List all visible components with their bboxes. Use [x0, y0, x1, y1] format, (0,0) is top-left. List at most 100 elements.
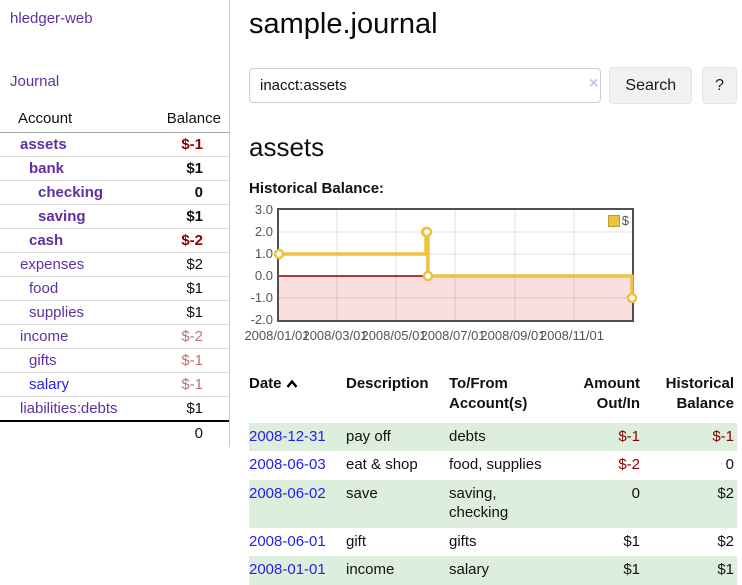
transaction-balance: $2 — [643, 480, 737, 528]
account-heading: assets — [249, 132, 737, 163]
register-header-description: Description — [346, 372, 449, 423]
account-link-liabilities-debts[interactable]: liabilities:debts — [20, 400, 118, 417]
transaction-date-link[interactable]: 2008-01-01 — [249, 561, 326, 578]
account-link-gifts[interactable]: gifts — [29, 352, 57, 369]
sidebar-item-journal[interactable]: Journal — [10, 73, 229, 90]
app-title-link[interactable]: hledger-web — [10, 10, 229, 27]
transaction-accounts: salary — [449, 556, 561, 585]
account-balance: $1 — [150, 205, 229, 229]
account-row: checking 0 — [0, 181, 229, 205]
legend-label: $ — [622, 213, 629, 228]
register-header-accounts: To/From Account(s) — [449, 372, 561, 423]
chart-plot-area: $ — [277, 208, 634, 322]
y-axis-tick: 0.0 — [249, 268, 273, 283]
help-button[interactable]: ? — [702, 67, 737, 104]
transaction-balance: $-1 — [643, 423, 737, 452]
page-title: sample.journal — [249, 8, 737, 41]
transaction-balance: $2 — [643, 528, 737, 557]
accounts-total-balance: 0 — [150, 421, 229, 445]
y-axis-tick: 3.0 — [249, 202, 273, 217]
account-link-assets[interactable]: assets — [20, 136, 67, 153]
search-bar: × Search ? — [249, 67, 737, 104]
account-row: saving $1 — [0, 205, 229, 229]
search-input[interactable] — [249, 68, 601, 103]
account-row: bank $1 — [0, 157, 229, 181]
account-row: food$1 — [0, 277, 229, 301]
register-table: Date Description To/From Account(s) Amou… — [249, 372, 737, 585]
y-axis-tick: 1.0 — [249, 246, 273, 261]
transaction-amount: 0 — [561, 480, 643, 528]
transaction-description: pay off — [346, 423, 449, 452]
transaction-date-link[interactable]: 2008-06-01 — [249, 533, 326, 550]
account-link-expenses[interactable]: expenses — [20, 256, 84, 273]
transaction-balance: $1 — [643, 556, 737, 585]
account-balance: $-1 — [150, 349, 229, 373]
accounts-header-row: Account Balance — [0, 106, 229, 133]
transaction-accounts: gifts — [449, 528, 561, 557]
transaction-date-link[interactable]: 2008-06-03 — [249, 456, 326, 473]
account-balance: $2 — [150, 253, 229, 277]
accounts-header-balance: Balance — [150, 106, 229, 133]
account-balance: $1 — [150, 157, 229, 181]
account-balance: $-1 — [150, 373, 229, 397]
transaction-accounts: food, supplies — [449, 451, 561, 480]
y-axis-tick: 2.0 — [249, 224, 273, 239]
account-link-cash[interactable]: cash — [29, 232, 63, 249]
sidebar: hledger-web Journal Account Balance asse… — [0, 0, 230, 447]
transaction-accounts: debts — [449, 423, 561, 452]
account-row: expenses $2 — [0, 253, 229, 277]
transaction-description: save — [346, 480, 449, 528]
search-button[interactable]: Search — [609, 67, 692, 104]
transaction-description: eat & shop — [346, 451, 449, 480]
sort-ascending-icon — [286, 379, 298, 389]
account-row: assets $-1 — [0, 133, 229, 157]
chart-canvas — [279, 210, 632, 320]
account-balance: $1 — [150, 301, 229, 325]
transaction-description: income — [346, 556, 449, 585]
account-link-salary[interactable]: salary — [29, 376, 69, 393]
x-axis-tick: 2008/11/01 — [530, 328, 614, 343]
account-balance: 0 — [150, 181, 229, 205]
account-link-checking[interactable]: checking — [38, 184, 103, 201]
transaction-date-link[interactable]: 2008-06-02 — [249, 485, 326, 502]
account-row: cash$-2 — [0, 229, 229, 253]
accounts-header-account: Account — [0, 106, 150, 133]
transaction-amount: $1 — [561, 556, 643, 585]
account-balance: $-1 — [150, 133, 229, 157]
transaction-accounts: saving, checking — [449, 480, 561, 528]
account-row: supplies $1 — [0, 301, 229, 325]
clear-search-icon[interactable]: × — [589, 75, 598, 93]
transaction-amount: $1 — [561, 528, 643, 557]
account-row: gifts $-1 — [0, 349, 229, 373]
accounts-total-row: 0 — [0, 421, 229, 445]
register-header-row: Date Description To/From Account(s) Amou… — [249, 372, 737, 423]
chart-title: Historical Balance: — [249, 180, 737, 197]
account-link-saving[interactable]: saving — [38, 208, 86, 225]
account-row: salary $-1 — [0, 373, 229, 397]
accounts-table: Account Balance assets $-1 bank $1 checking 0… — [0, 106, 229, 445]
transaction-amount: $-2 — [561, 451, 643, 480]
account-link-bank[interactable]: bank — [29, 160, 64, 177]
account-link-food[interactable]: food — [29, 280, 58, 297]
account-link-income[interactable]: income — [20, 328, 68, 345]
account-link-supplies[interactable]: supplies — [29, 304, 84, 321]
legend-swatch — [608, 215, 620, 227]
account-row: income$-2 — [0, 325, 229, 349]
transaction-amount: $-1 — [561, 423, 643, 452]
transaction-description: gift — [346, 528, 449, 557]
account-row: liabilities:debts $1 — [0, 397, 229, 422]
transaction-date-link[interactable]: 2008-12-31 — [249, 428, 326, 445]
account-balance: $1 — [150, 397, 229, 422]
y-axis-tick: -2.0 — [249, 312, 273, 327]
register-header-date[interactable]: Date — [249, 372, 346, 423]
register-header-balance: Historical Balance — [643, 372, 737, 423]
chart-legend: $ — [608, 213, 629, 228]
transaction-balance: 0 — [643, 451, 737, 480]
